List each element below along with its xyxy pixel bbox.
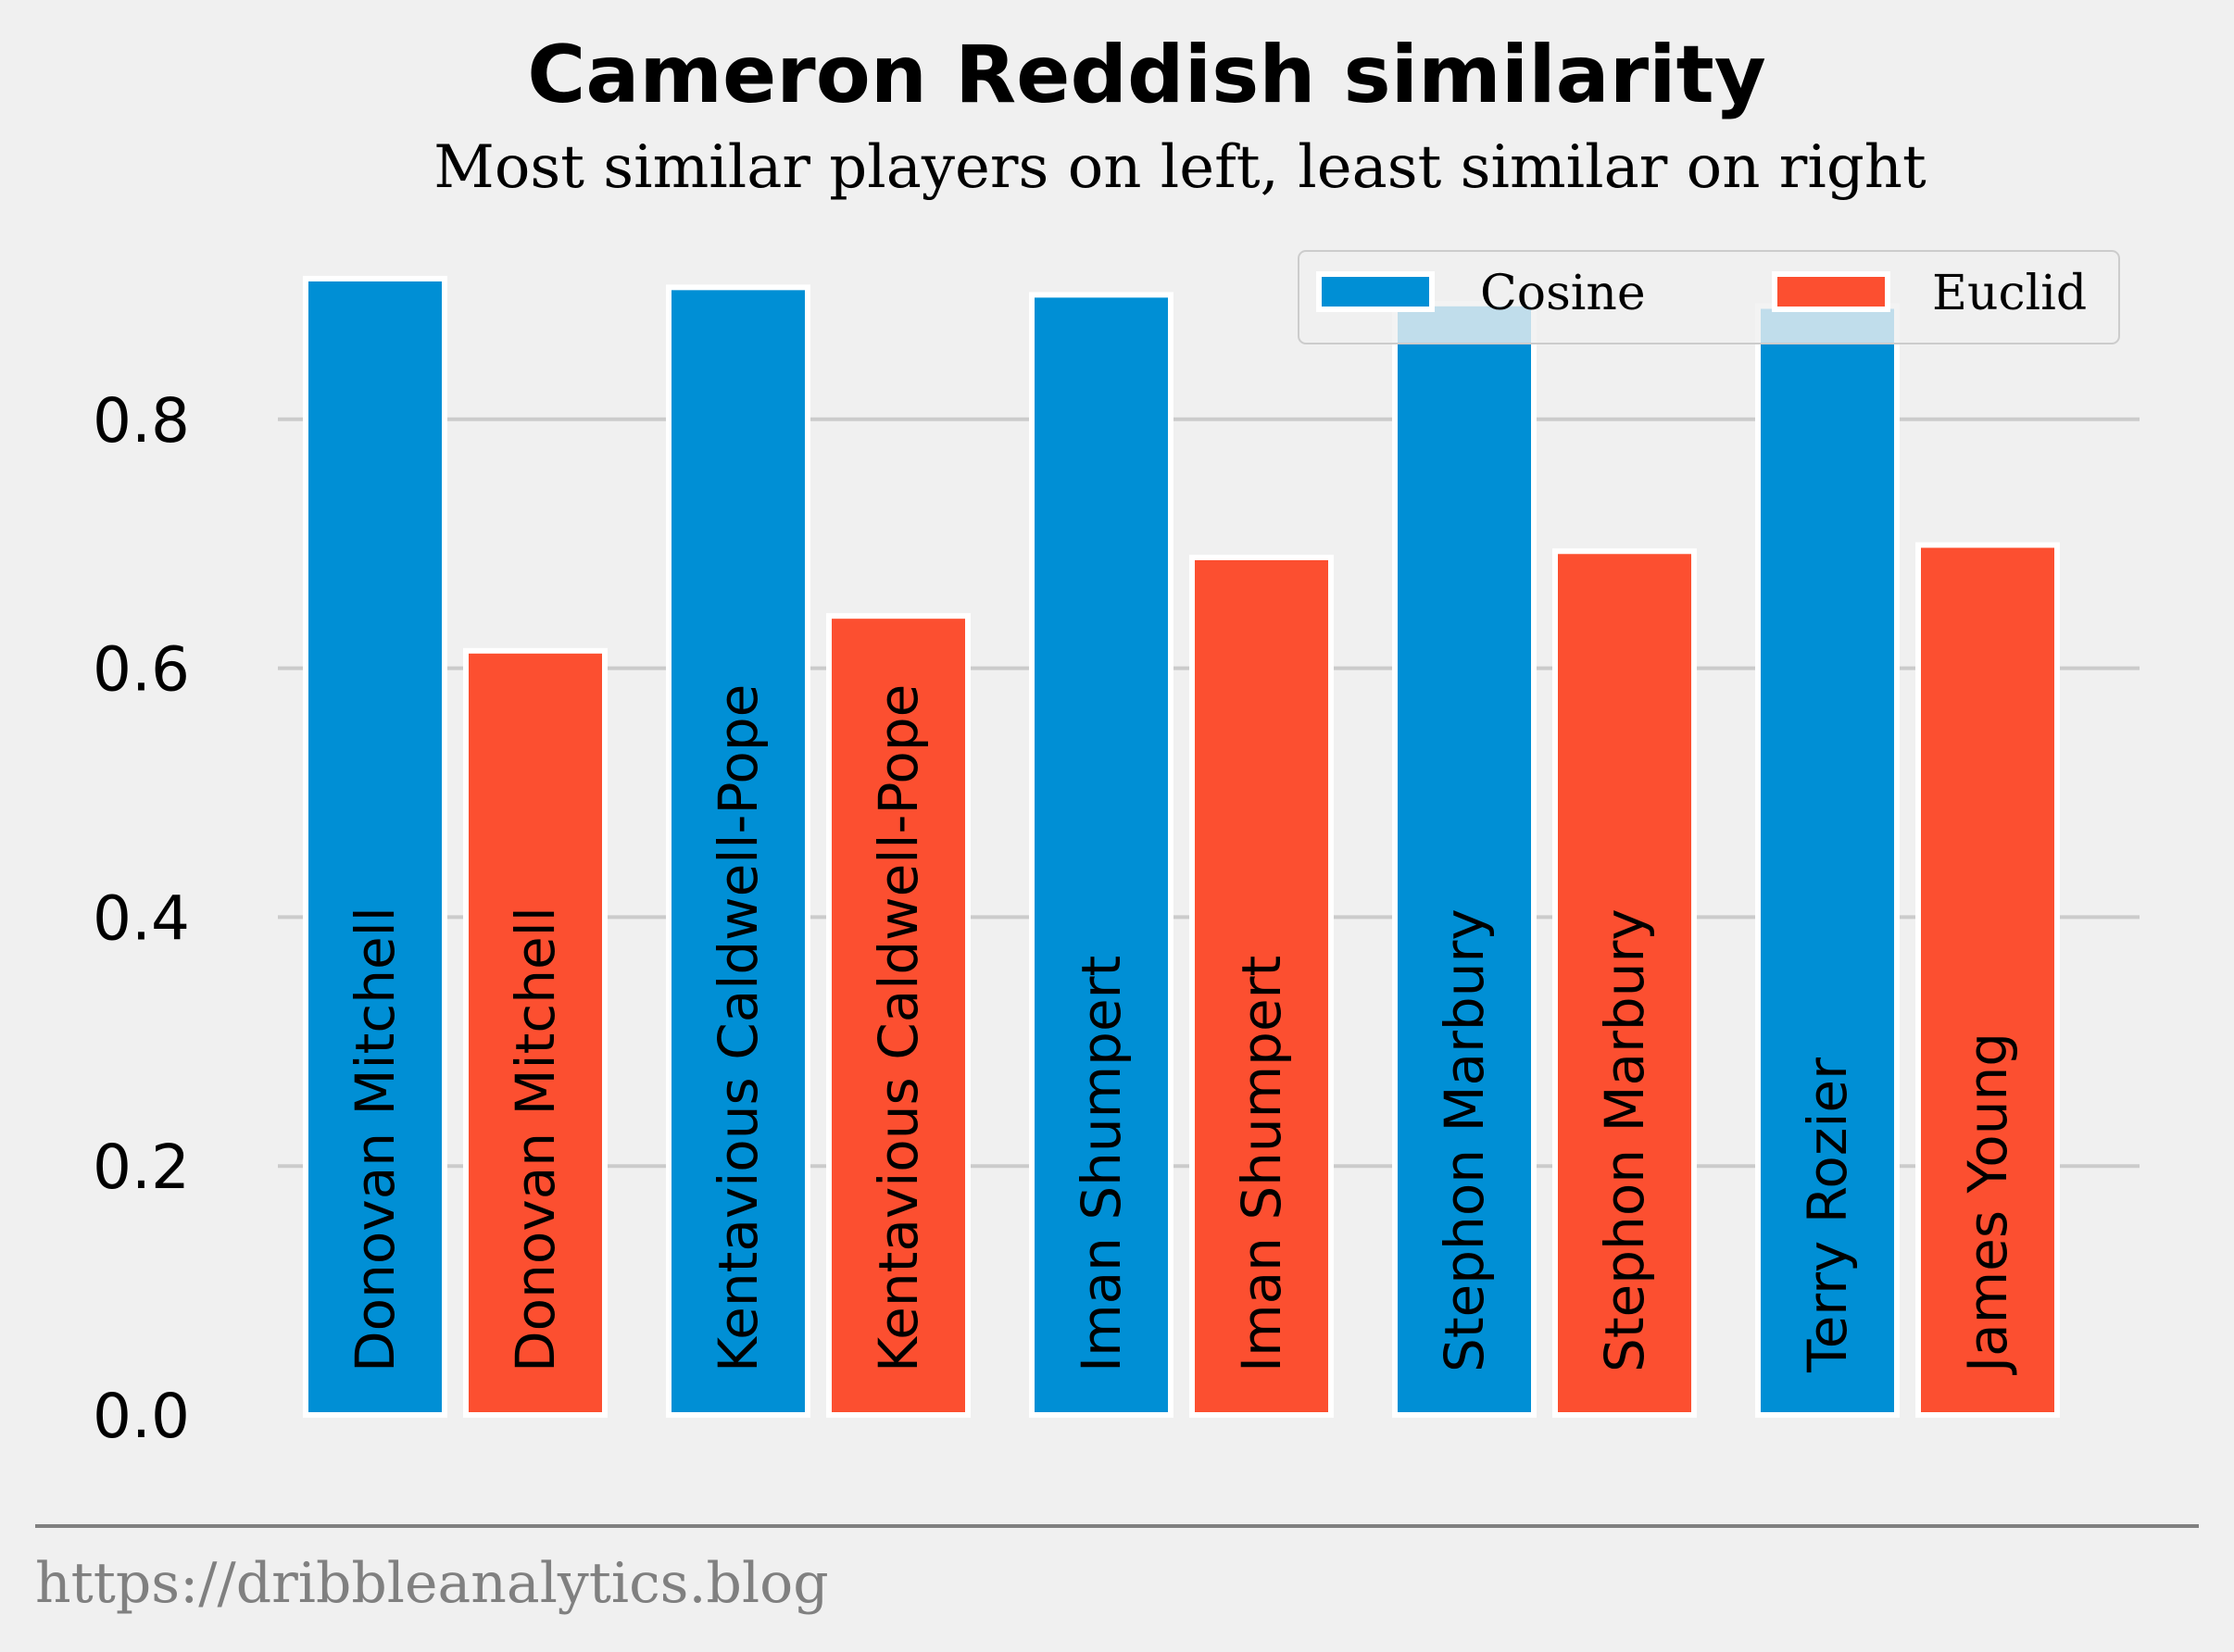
bar-label-cosine-1: Donovan Mitchell bbox=[344, 907, 407, 1372]
y-axis-ticks: 0.0 0.2 0.4 0.6 0.8 bbox=[93, 385, 190, 1452]
bar-euclid-3 bbox=[1189, 554, 1334, 1418]
bar-label-euclid-5: James Young bbox=[1956, 1032, 2019, 1375]
legend-box bbox=[1298, 250, 2120, 344]
legend: Cosine Euclid bbox=[1298, 250, 2120, 344]
y-tick-label: 0.6 bbox=[93, 634, 190, 706]
bar-label-euclid-1: Donovan Mitchell bbox=[504, 907, 567, 1372]
y-tick-label: 0.0 bbox=[93, 1381, 190, 1452]
bar-euclid-1 bbox=[463, 647, 608, 1418]
chart-title: Cameron Reddish similarity bbox=[527, 29, 1766, 121]
bar-cosine-3 bbox=[1029, 292, 1173, 1418]
legend-label-cosine: Cosine bbox=[1480, 266, 1646, 321]
legend-swatch-euclid bbox=[1772, 271, 1890, 312]
bar-label-cosine-3: Iman Shumpert bbox=[1070, 956, 1133, 1372]
y-tick-label: 0.8 bbox=[93, 385, 190, 457]
bars bbox=[303, 275, 2060, 1419]
bar-label-euclid-3: Iman Shumpert bbox=[1230, 956, 1293, 1372]
bar-euclid-4 bbox=[1552, 548, 1697, 1418]
bar-cosine-5 bbox=[1755, 303, 1900, 1419]
y-tick-label: 0.2 bbox=[93, 1132, 190, 1203]
bar-label-cosine-5: Terry Rozier bbox=[1796, 1058, 1859, 1373]
bar-label-euclid-2: Kentavious Caldwell-Pope bbox=[867, 684, 930, 1372]
footer-source-url: https://dribbleanalytics.blog bbox=[35, 1551, 829, 1616]
bar-label-cosine-2: Kentavious Caldwell-Pope bbox=[707, 684, 770, 1372]
bar-label-cosine-4: Stephon Marbury bbox=[1433, 908, 1496, 1372]
legend-swatch-cosine bbox=[1316, 271, 1435, 312]
y-tick-label: 0.4 bbox=[93, 882, 190, 954]
bar-cosine-1 bbox=[303, 275, 447, 1419]
legend-label-euclid: Euclid bbox=[1932, 266, 2087, 321]
bar-cosine-4 bbox=[1392, 300, 1537, 1419]
bar-euclid-5 bbox=[1915, 542, 2060, 1418]
bar-euclid-2 bbox=[826, 613, 971, 1418]
bar-label-euclid-4: Stephon Marbury bbox=[1593, 908, 1656, 1372]
bar-labels: Donovan Mitchell Kentavious Caldwell-Pope… bbox=[344, 684, 2019, 1375]
bar-cosine-2 bbox=[666, 284, 810, 1418]
chart-subtitle: Most similar players on left, least simi… bbox=[433, 133, 1927, 202]
